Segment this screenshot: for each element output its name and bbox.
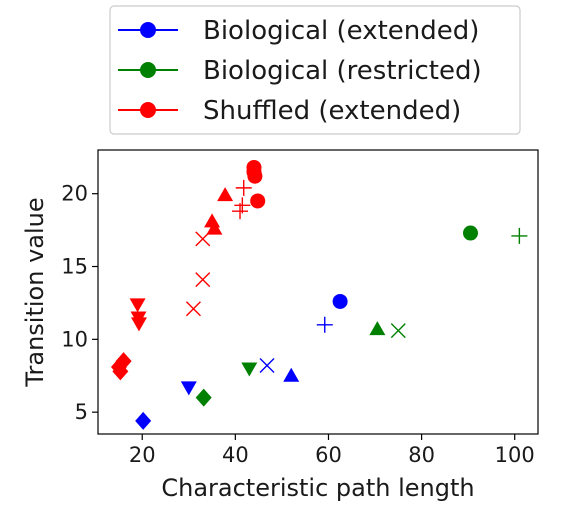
data-point-plus: [316, 316, 333, 333]
data-point-circle: [462, 225, 478, 241]
plot-area-frame: [97, 149, 539, 435]
x-tick-label: 60: [315, 443, 342, 467]
legend-label: Shuffled (extended): [203, 96, 461, 126]
data-point-plus: [511, 227, 528, 244]
y-axis-ticks: 5 10 15 20: [61, 182, 98, 424]
data-point-diamond: [112, 362, 129, 381]
data-point-x: [195, 272, 211, 288]
y-tick-label: 20: [61, 182, 88, 206]
data-point-plus: [232, 203, 249, 220]
legend-marker: [140, 62, 156, 78]
data-point-triangle-up: [369, 321, 386, 336]
data-point-triangle-up: [206, 220, 223, 235]
legend-label: Biological (restricted): [203, 56, 482, 86]
legend-box: [109, 5, 521, 135]
x-tick-label: 40: [222, 443, 249, 467]
legend-marker: [140, 102, 156, 118]
data-point-diamond: [195, 388, 212, 407]
data-point-triangle-down: [129, 298, 146, 313]
legend-marker: [140, 22, 156, 38]
data-point-circle: [247, 168, 263, 184]
y-tick-label: 5: [75, 400, 88, 424]
data-point-x: [390, 323, 406, 339]
x-tick-label: 100: [495, 443, 535, 467]
data-point-triangle-down: [241, 362, 258, 377]
y-tick-label: 15: [61, 255, 88, 279]
legend: Biological (extended) Biological (restric…: [109, 5, 521, 135]
legend-label: Biological (extended): [203, 16, 479, 46]
data-point-circle: [332, 293, 348, 309]
data-point-x: [195, 231, 211, 247]
data-point-circle: [250, 193, 266, 209]
series-0: [135, 293, 348, 430]
y-tick-label: 10: [61, 327, 88, 351]
data-point-triangle-down: [130, 317, 147, 332]
x-tick-label: 80: [408, 443, 435, 467]
x-tick-label: 20: [129, 443, 156, 467]
data-point-x: [259, 358, 275, 374]
data-point-triangle-up: [217, 187, 234, 202]
data-point-diamond: [135, 411, 152, 430]
data-point-x: [185, 301, 201, 317]
series-2: [110, 159, 266, 381]
y-axis-label: Transition value: [21, 197, 49, 387]
data-points: [110, 159, 528, 430]
x-axis-ticks: 20 40 60 80 100: [129, 434, 535, 467]
series-1: [195, 225, 528, 407]
data-point-triangle-up: [283, 367, 300, 382]
x-axis-label: Characteristic path length: [161, 474, 474, 502]
data-point-plus: [235, 179, 252, 196]
data-point-triangle-down: [180, 381, 197, 396]
